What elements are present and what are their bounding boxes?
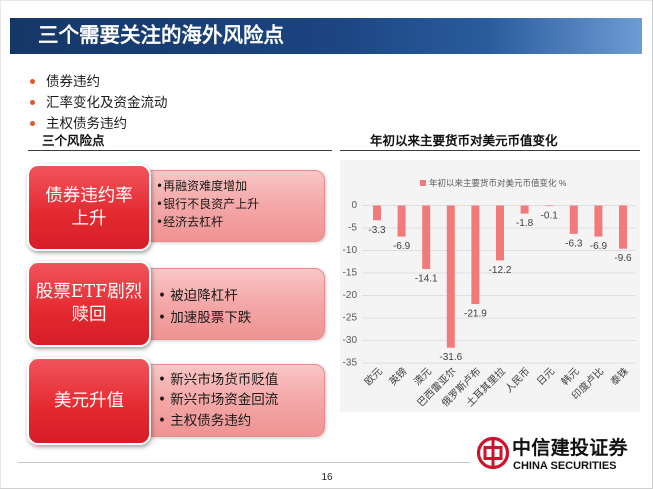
data-label: -6.9: [393, 241, 411, 252]
x-tick-label: 日元: [535, 366, 557, 388]
risk-label-box: 美元升值: [27, 357, 151, 445]
chart-heading: 年初以来主要货币对美元币值变化: [340, 133, 640, 151]
data-label: -9.6: [614, 253, 632, 264]
data-label: -0.1: [541, 210, 559, 221]
x-tick-label: 人民币: [503, 365, 533, 395]
bullet-text: 债券违约: [46, 74, 100, 89]
risk-detail-box: •再融资难度增加 •银行不良资产上升 •经济去杠杆: [143, 170, 325, 242]
x-tick-label: 英镑: [386, 365, 409, 388]
logo-name-en: CHINA SECURITIES: [513, 460, 617, 472]
chart-area: 0 -5 -10 -15 -20 -25 -30 -35 -3.3 欧元 -6.9 英镑 -14.1 澳元…: [340, 160, 640, 412]
chart-title: 年初以来主要货币对美元币值变化: [370, 134, 558, 148]
risk-detail-item: • 主权债务违约: [158, 412, 252, 429]
risk-label-line: 赎回: [71, 305, 107, 325]
bar: [373, 205, 381, 221]
risk-label-box: 债券违约率 上升: [27, 164, 151, 251]
bullet-dot-icon: [30, 79, 35, 84]
bullet-dot-icon: [30, 121, 35, 126]
bar: [520, 205, 529, 214]
y-tick-label: -35: [343, 358, 358, 369]
y-tick-label: -5: [348, 223, 357, 234]
bar: [545, 205, 554, 207]
bar: [496, 205, 504, 261]
risk-section-heading: 三个风险点: [28, 133, 332, 151]
bar: [471, 205, 480, 305]
x-tick-label: 泰铢: [608, 365, 631, 388]
x-tick-label: 澳元: [411, 365, 434, 388]
y-tick-label: -20: [343, 290, 358, 301]
data-label: -3.3: [368, 225, 386, 236]
y-tick-label: -30: [343, 335, 358, 346]
risk-detail-item: • 被迫降杠杆: [158, 288, 238, 304]
data-label: -31.6: [439, 352, 462, 363]
risk-detail-box: • 新兴市场货币贬值 • 新兴市场资金回流 • 主权债务违约: [143, 364, 325, 437]
data-label: -21.9: [464, 309, 487, 320]
slide-title: 三个需要关注的海外风险点: [38, 24, 284, 47]
x-tick-label: 欧元: [362, 365, 385, 388]
x-tick-label: 韩元: [558, 365, 581, 388]
bullet-item: 汇率变化及资金流动: [28, 94, 288, 112]
risk-detail-item: •经济去杠杆: [156, 215, 224, 229]
bar: [619, 205, 627, 249]
risk-detail-item: •银行不良资产上升: [156, 197, 260, 211]
risk-label-line: 上升: [71, 208, 107, 229]
bullet-item: 债券违约: [28, 73, 288, 91]
y-tick-label: 0: [351, 200, 357, 211]
legend-swatch: [420, 180, 426, 186]
bar: [422, 205, 431, 269]
risk-detail-box: • 被迫降杠杆 • 加速股票下跌: [143, 268, 325, 340]
y-tick-label: -15: [343, 268, 358, 279]
bar: [397, 205, 406, 237]
risk-detail-item: • 新兴市场货币贬值: [158, 371, 279, 388]
y-tick-label: -10: [343, 245, 358, 256]
company-logo: 中信建投证券 CHINA SECURITIES: [476, 436, 636, 474]
bullet-item: 主权债务违约: [28, 115, 288, 133]
risk-label-line: 股票ETF剧烈: [35, 282, 143, 302]
title-bar: 三个需要关注的海外风险点: [10, 18, 642, 54]
data-label: -14.1: [415, 273, 438, 284]
data-label: -6.9: [590, 241, 608, 252]
data-label: -6.3: [565, 238, 583, 249]
risk-detail-item: •再融资难度增加: [156, 179, 248, 193]
y-tick-label: -25: [343, 313, 358, 324]
bullet-text: 汇率变化及资金流动: [46, 95, 168, 110]
bar: [594, 205, 603, 237]
risk-label-line: 美元升值: [54, 390, 124, 411]
data-label: -12.2: [489, 265, 512, 276]
bullet-text: 主权债务违约: [46, 116, 127, 131]
data-label: -1.8: [516, 218, 534, 229]
page-number: 16: [321, 472, 333, 483]
risk-detail-item: • 新兴市场资金回流: [158, 392, 279, 409]
citic-logo-icon: [476, 436, 510, 470]
logo-name-cn: 中信建投证券: [512, 438, 628, 459]
legend-label: 年初以来主要货币对美元币值变化 %: [429, 178, 567, 188]
risk-label-box: 股票ETF剧烈 赎回: [27, 261, 151, 347]
bar: [569, 205, 578, 234]
bar: [446, 205, 455, 348]
bar-chart: 0 -5 -10 -15 -20 -25 -30 -35 -3.3 欧元 -6.9 英镑 -14.1 澳元…: [343, 178, 636, 409]
footer-divider: [18, 462, 470, 463]
risk-label-line: 债券违约率: [45, 185, 133, 206]
bullet-dot-icon: [30, 100, 35, 105]
risk-detail-item: • 加速股票下跌: [158, 310, 252, 326]
risk-section-heading-text: 三个风险点: [42, 134, 105, 148]
